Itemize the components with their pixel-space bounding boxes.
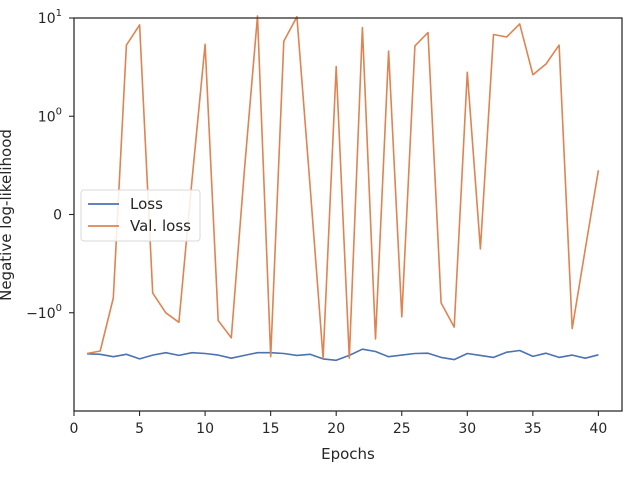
x-ticks: 0 5 10 15 20 25 30 35 40 [70, 411, 607, 437]
series-line-1 [86, 15, 600, 360]
x-tick-label: 30 [458, 421, 476, 437]
x-tick-label: 20 [327, 421, 345, 437]
x-tick-label: 5 [135, 421, 144, 437]
series-layer [86, 15, 600, 362]
x-tick-label: 15 [262, 421, 280, 437]
legend: Loss Val. loss [80, 189, 201, 242]
y-ticks: 101 100 0 −100 [26, 8, 74, 322]
y-axis-label: Negative log-likelihood [0, 129, 15, 301]
x-tick-label: 35 [524, 421, 542, 437]
y-tick-label: 101 [38, 8, 62, 27]
legend-box [80, 189, 201, 242]
y-tick-label: −100 [26, 303, 62, 322]
x-tick-label: 40 [589, 421, 607, 437]
x-tick-label: 25 [393, 421, 411, 437]
y-tick-label: 0 [53, 208, 62, 224]
x-tick-label: 0 [70, 421, 79, 437]
series-line-0 [87, 348, 599, 362]
legend-label-0: Loss [130, 195, 163, 213]
y-tick-label: 100 [38, 106, 62, 125]
x-tick-label: 10 [196, 421, 214, 437]
x-axis-label: Epochs [321, 445, 375, 463]
legend-label-1: Val. loss [130, 217, 191, 235]
